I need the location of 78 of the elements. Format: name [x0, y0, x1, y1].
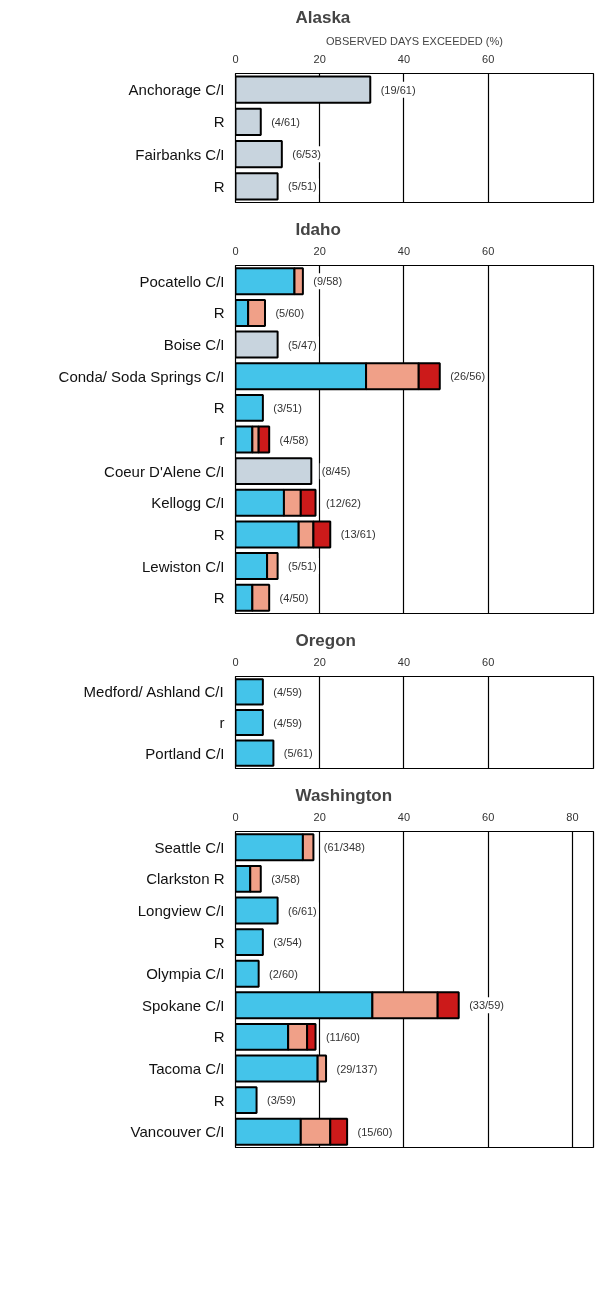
- y-tick-label: Pocatello C/I: [139, 272, 225, 290]
- y-tick-label: Portland C/I: [145, 744, 225, 762]
- y-tick-label: Tacoma C/I: [148, 1060, 225, 1077]
- y-tick-label: R: [213, 304, 225, 322]
- x-tick-label: 40: [397, 655, 411, 668]
- text: (61/348): [323, 841, 365, 854]
- x-tick-label: 60: [482, 655, 495, 668]
- text: (4/58): [279, 433, 309, 446]
- text: (26/56): [450, 370, 486, 383]
- x-tick-label: 60: [482, 810, 495, 823]
- text: (3/58): [271, 872, 300, 885]
- x-tick-label: 0: [232, 655, 239, 668]
- text: (9/58): [313, 275, 343, 288]
- y-tick-label: Seattle C/I: [154, 838, 225, 856]
- text: (3/59): [266, 1094, 296, 1107]
- y-tick-label: R: [213, 113, 225, 131]
- y-tick-label: Conda/ Soda Springs C/I: [58, 367, 225, 385]
- y-tick-label: Fairbanks C/I: [135, 145, 225, 163]
- text: (4/61): [271, 115, 300, 128]
- y-tick-label: Coeur D'Alene C/I: [104, 462, 225, 480]
- y-tick-label: r: [219, 714, 225, 731]
- x-tick-label: 20: [313, 810, 326, 823]
- y-tick-label: R: [213, 399, 225, 417]
- y-tick-label: Olympia C/I: [146, 965, 225, 983]
- x-tick-label: 20: [313, 52, 326, 65]
- y-tick-label: Kellogg C/I: [151, 494, 225, 512]
- text: (5/47): [288, 338, 317, 351]
- y-tick-label: Lewiston C/I: [141, 557, 225, 575]
- x-tick-label: 40: [397, 52, 411, 65]
- x-tick-label: 60: [482, 244, 495, 257]
- text: (8/45): [321, 465, 351, 478]
- x-axis-title: OBSERVED DAYS EXCEEDED (%): [326, 34, 503, 47]
- y-tick-label: Clarkston R: [146, 870, 225, 888]
- x-tick-label: 80: [566, 810, 579, 823]
- chart-title: Oregon: [295, 630, 356, 650]
- x-tick-label: 0: [232, 244, 239, 257]
- y-tick-label: Longview C/I: [137, 902, 225, 919]
- y-tick-label: Vancouver C/I: [130, 1123, 225, 1141]
- text: (29/137): [336, 1062, 378, 1075]
- text: (5/51): [288, 560, 317, 573]
- text: (6/53): [292, 148, 321, 161]
- text: (5/51): [288, 180, 317, 193]
- text: (6/61): [288, 904, 317, 917]
- y-tick-label: r: [219, 431, 225, 448]
- chart-title: Washington: [295, 785, 393, 805]
- text: (5/61): [283, 747, 313, 760]
- x-tick-label: 0: [232, 810, 239, 823]
- y-tick-label: Spokane C/I: [141, 996, 225, 1014]
- text: (2/60): [269, 967, 298, 980]
- text: (15/60): [357, 1125, 393, 1138]
- text: (4/50): [279, 591, 309, 604]
- x-tick-label: 40: [397, 244, 411, 257]
- text: (11/60): [325, 1030, 360, 1043]
- text: (13/61): [340, 528, 376, 541]
- text: (3/54): [273, 936, 303, 949]
- x-tick-label: 20: [313, 244, 326, 257]
- y-tick-label: R: [213, 1028, 225, 1046]
- y-tick-label: Anchorage C/I: [128, 81, 225, 99]
- text: (4/59): [273, 685, 303, 698]
- text: (3/51): [273, 401, 303, 414]
- y-tick-label: Medford/ Ashland C/I: [83, 683, 224, 701]
- y-tick-label: R: [213, 525, 225, 543]
- x-tick-label: 0: [232, 52, 239, 65]
- text: (4/59): [273, 716, 303, 729]
- chart-title: Alaska: [295, 7, 351, 27]
- y-tick-label: R: [213, 933, 225, 951]
- text: (12/62): [325, 496, 361, 509]
- y-tick-label: Boise C/I: [163, 336, 225, 354]
- text: (33/59): [469, 999, 505, 1012]
- y-tick-label: R: [213, 177, 225, 195]
- x-tick-label: 20: [313, 655, 326, 668]
- chart-title: Idaho: [295, 219, 341, 239]
- y-tick-label: R: [213, 589, 225, 607]
- x-tick-label: 40: [397, 810, 411, 823]
- y-tick-label: R: [213, 1091, 225, 1109]
- text: (19/61): [380, 83, 416, 96]
- x-tick-label: 60: [482, 52, 495, 65]
- text: (5/60): [275, 306, 305, 319]
